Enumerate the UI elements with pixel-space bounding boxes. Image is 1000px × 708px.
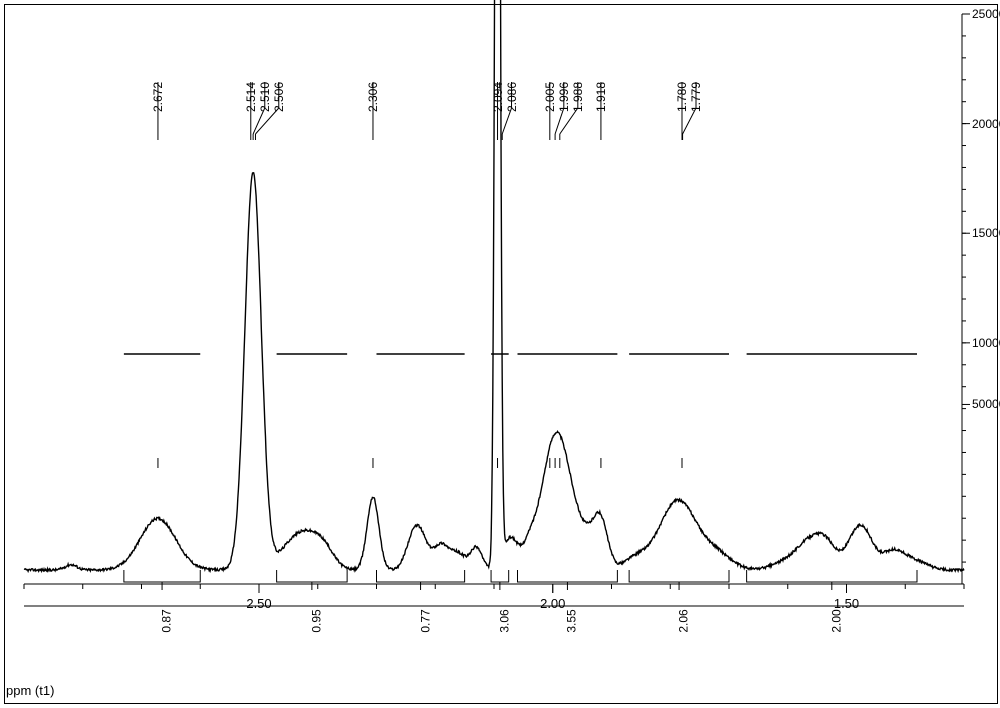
peak-ppm-label: 2.306 <box>366 82 380 112</box>
y-tick-label: 25000 <box>972 7 1000 21</box>
peak-ppm-label: 2.506 <box>272 82 286 112</box>
peak-ppm-label: 2.510 <box>258 82 272 112</box>
peak-ppm-label: 2.514 <box>244 82 258 112</box>
y-tick-label: 50000 <box>972 397 1000 411</box>
peak-ppm-label: 1.988 <box>571 82 585 112</box>
peak-ppm-label: 1.918 <box>594 82 608 112</box>
nmr-spectrum-figure: ppm (t1) 2.502.001.502500020000150001000… <box>0 0 1000 708</box>
integration-value: 3.55 <box>565 609 579 632</box>
peak-ppm-label: 2.672 <box>151 82 165 112</box>
x-tick-label: 2.50 <box>246 596 271 611</box>
y-tick-label: 20000 <box>972 117 1000 131</box>
peak-ppm-label: 2.005 <box>543 82 557 112</box>
x-axis-unit-label: ppm (t1) <box>6 683 54 698</box>
peak-ppm-label: 1.996 <box>557 82 571 112</box>
x-tick-label: 2.00 <box>540 596 565 611</box>
integration-value: 3.06 <box>498 609 512 632</box>
peak-ppm-label: 2.094 <box>491 82 505 112</box>
peak-ppm-label: 1.779 <box>689 82 703 112</box>
y-tick-label: 15000 <box>972 226 1000 240</box>
y-tick-label: 10000 <box>972 336 1000 350</box>
peak-ppm-label: 1.780 <box>675 82 689 112</box>
integration-value: 2.06 <box>677 609 691 632</box>
integration-value: 0.95 <box>310 609 324 632</box>
integration-value: 2.00 <box>829 609 843 632</box>
integration-value: 0.87 <box>160 609 174 632</box>
integration-value: 0.77 <box>418 609 432 632</box>
peak-ppm-label: 2.086 <box>505 82 519 112</box>
